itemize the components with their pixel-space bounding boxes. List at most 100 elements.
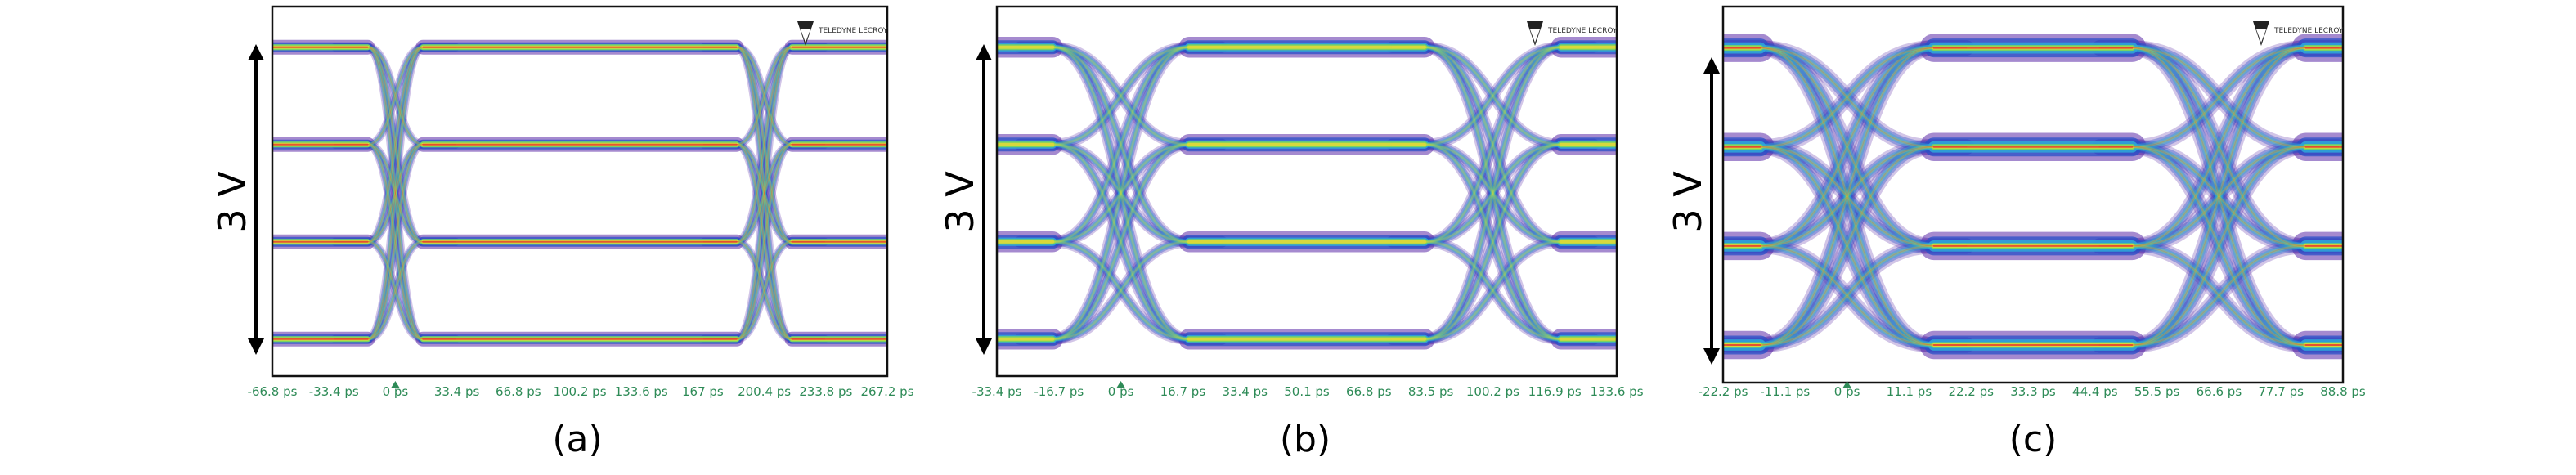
- eye-opening: [424, 65, 735, 127]
- eye-trace: [1390, 143, 1595, 243]
- eye-trace: [2096, 143, 2342, 249]
- eye-trace: [702, 45, 827, 146]
- eye-trace: [1388, 238, 1598, 343]
- eye-trace: [2098, 46, 2340, 347]
- amplitude-arrow: 3 V: [210, 44, 264, 355]
- eye-trace: [333, 142, 458, 341]
- x-tick-label: 233.8 ps: [799, 384, 852, 399]
- eye-trace: [1726, 46, 1968, 248]
- eye-trace: [1723, 240, 1972, 351]
- eye-trace: [330, 43, 460, 343]
- eye-trace: [2091, 40, 2343, 254]
- eye-trace: [1390, 240, 1595, 341]
- eye-trace: [1726, 46, 1968, 149]
- eye-trace: [2098, 146, 2340, 346]
- eye-trace: [702, 46, 826, 146]
- eye-trace: [1014, 235, 1227, 345]
- eye-trace: [701, 44, 828, 245]
- logo-text: TELEDYNE LECROY: [818, 27, 888, 35]
- panel-label: (a): [552, 419, 602, 460]
- eye-trace: [1017, 141, 1224, 342]
- eye-trace: [1723, 40, 1975, 353]
- eye-trace: [1386, 138, 1600, 248]
- eye-trace: [1017, 239, 1224, 342]
- eye-trace: [1017, 141, 1224, 244]
- eye-trace: [1726, 146, 1968, 247]
- x-tick-label: 100.2 ps: [553, 384, 606, 399]
- eye-trace: [1726, 146, 1968, 247]
- eye-trace: [1019, 46, 1223, 340]
- eye-trace: [1018, 142, 1223, 341]
- eye-trace: [334, 46, 457, 146]
- eye-trace: [1390, 142, 1595, 244]
- eye-trace: [699, 43, 829, 343]
- eye-trace: [1390, 142, 1595, 244]
- eye-trace: [1723, 139, 1975, 254]
- eye-trace: [702, 45, 827, 244]
- eye-trace: [1016, 141, 1226, 246]
- eye-trace: [703, 47, 825, 340]
- eye-trace: [1388, 141, 1598, 246]
- x-tick-label: -16.7 ps: [1034, 384, 1084, 399]
- eye-trace: [702, 240, 827, 341]
- eye-trace: [2091, 139, 2343, 254]
- eye-trace: [1016, 141, 1226, 343]
- x-tick-label: 33.3 ps: [2010, 384, 2056, 399]
- eye-trace: [1723, 43, 1972, 351]
- eye-trace: [332, 141, 459, 245]
- eye-trace: [703, 144, 825, 340]
- eye-trace: [333, 142, 458, 244]
- eye-trace: [1388, 43, 1598, 149]
- eye-trace: [1726, 47, 1968, 148]
- eye-traces: [0, 7, 887, 376]
- eye-trace: [1017, 44, 1224, 244]
- eye-trace: [1014, 41, 1227, 150]
- eye-trace: [332, 141, 459, 343]
- eye-trace: [1017, 141, 1224, 244]
- eye-trace: [333, 142, 458, 341]
- eye-trace: [334, 240, 457, 340]
- eye-trace: [1389, 141, 1596, 342]
- eye-trace: [702, 240, 826, 340]
- eye-trace: [333, 45, 458, 341]
- eye-trace: [334, 143, 457, 243]
- eye-trace: [1389, 44, 1596, 244]
- eye-trace: [703, 47, 825, 243]
- eye-opening: [1180, 168, 1434, 218]
- eye-trace: [334, 47, 456, 243]
- eye-trace: [332, 239, 459, 343]
- logo-text: TELEDYNE LECROY: [2273, 27, 2344, 35]
- eye-trace: [1390, 143, 1595, 340]
- eye-trace: [2094, 43, 2343, 351]
- eye-opening-partial: [2516, 83, 2576, 112]
- eye-trace: [699, 43, 829, 343]
- eye-trace: [334, 143, 457, 340]
- eye-trace: [1017, 44, 1224, 147]
- trigger-marker: [391, 381, 400, 388]
- eye-trace: [699, 43, 829, 246]
- eye-trace: [1724, 143, 1970, 348]
- eye-trace: [2098, 145, 2340, 248]
- eye-trace: [1724, 243, 1970, 348]
- eye-trace: [1388, 43, 1598, 246]
- eye-opening: [424, 260, 735, 321]
- eye-opening-partial: [0, 65, 182, 126]
- eye-trace: [2091, 40, 2343, 254]
- eye-trace: [333, 240, 458, 341]
- eye-trace: [703, 47, 825, 146]
- x-tick-label: 267.2 ps: [860, 384, 913, 399]
- eye-trace: [702, 240, 827, 341]
- eye-trace: [1726, 145, 1968, 347]
- eye-trace: [703, 241, 825, 340]
- eye-trace: [330, 237, 460, 343]
- eye-trace: [2098, 146, 2340, 347]
- eye-trace: [334, 240, 457, 340]
- eye-trace: [2091, 139, 2343, 353]
- eye-trace: [2098, 46, 2340, 149]
- eye-trace: [1018, 142, 1223, 244]
- eye-trace: [333, 142, 458, 244]
- eye-trace: [1018, 45, 1223, 244]
- eye-trace: [1724, 143, 1970, 249]
- eye-trace: [1390, 46, 1595, 243]
- eye-trace: [2098, 244, 2340, 347]
